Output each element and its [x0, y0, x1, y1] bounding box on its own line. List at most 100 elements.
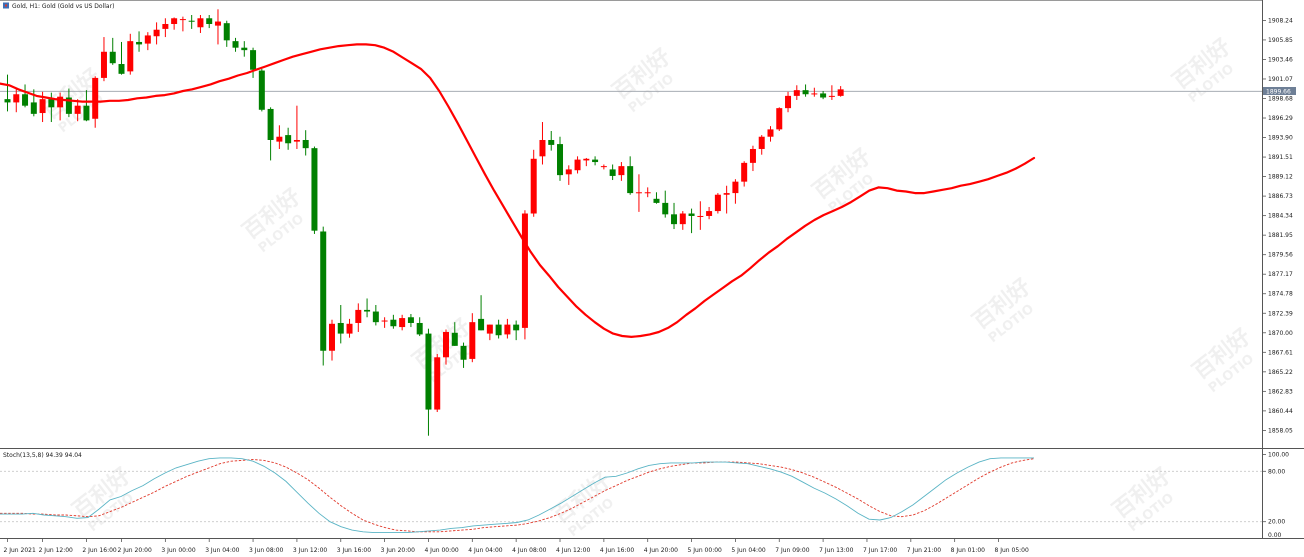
- candle-bearish: [460, 342, 467, 368]
- candle-body: [57, 96, 64, 108]
- candle-bullish: [530, 149, 537, 217]
- candle-bearish: [302, 130, 309, 156]
- candle-bullish: [153, 22, 160, 45]
- candle-body: [521, 213, 528, 328]
- time-tick-label: 7 Jun 09:00: [775, 547, 809, 554]
- candle-bearish: [627, 156, 634, 195]
- candle-body: [118, 64, 125, 74]
- candle-bullish: [434, 354, 441, 413]
- main-price-chart[interactable]: 百利好PLOTIO百利好PLOTIO百利好PLOTIO百利好PLOTIO百利好P…: [0, 0, 1304, 449]
- candle-bullish: [635, 174, 642, 212]
- candle-body: [723, 193, 730, 195]
- price-tick-label: 1908.24: [1268, 17, 1293, 24]
- candle-body: [451, 332, 458, 346]
- candle-body: [679, 213, 686, 225]
- price-tick-label: 1858.05: [1268, 427, 1293, 434]
- candle-body: [293, 139, 300, 142]
- stoch-tick-label: 0.00: [1268, 532, 1282, 539]
- candle-body: [574, 159, 581, 171]
- candle-bearish: [609, 164, 616, 181]
- price-tick-label: 1889.12: [1268, 174, 1293, 181]
- candle-body: [311, 148, 318, 231]
- candle-body: [92, 77, 99, 119]
- candle-body: [372, 311, 379, 323]
- price-tick-label: 1874.78: [1268, 291, 1293, 298]
- candle-body: [785, 95, 792, 109]
- price-tick-label: 1865.22: [1268, 369, 1293, 376]
- candle-bearish: [662, 190, 669, 218]
- candle-body: [486, 324, 493, 334]
- candle-bearish: [416, 317, 423, 337]
- candle-bullish: [486, 324, 493, 341]
- candle-body: [416, 322, 423, 335]
- candle-body: [776, 108, 783, 130]
- candle-body: [714, 194, 721, 212]
- candle-bullish: [828, 85, 835, 100]
- candle-bullish: [706, 206, 713, 220]
- candle-bearish: [478, 295, 485, 331]
- candle-body: [109, 51, 116, 64]
- candle-body: [811, 93, 818, 95]
- stoch-tick-label: 100.00: [1268, 452, 1289, 459]
- candle-bearish: [320, 226, 327, 366]
- time-tick-label: 2 Jun 2021: [4, 547, 36, 554]
- time-tick-label: 4 Jun 04:00: [468, 547, 502, 554]
- price-tick-label: 1860.44: [1268, 408, 1293, 415]
- candle-bearish: [250, 47, 257, 78]
- candle-bullish: [469, 313, 476, 363]
- price-badge: 1899.66: [1263, 87, 1296, 96]
- candle-bullish: [714, 193, 721, 214]
- candle-bearish: [653, 192, 660, 204]
- candle-bullish: [443, 329, 449, 365]
- candle-bearish: [258, 68, 265, 112]
- candle-body: [627, 166, 634, 194]
- time-axis-labels: 2 Jun 2021 2 Jun 12:00 2 Jun 16:00 2 Jun 20…: [4, 539, 1029, 554]
- price-tick-label: 1884.34: [1268, 213, 1293, 220]
- candle-bearish: [390, 314, 397, 329]
- candle-body: [592, 159, 599, 163]
- candle-bullish: [600, 164, 607, 170]
- candle-body: [144, 35, 151, 44]
- price-tick-label: 1903.46: [1268, 56, 1293, 63]
- moving-average-line: [0, 43, 1036, 338]
- time-tick-label: 7 Jun 21:00: [907, 547, 941, 554]
- candle-bullish: [837, 86, 844, 97]
- price-tick-label: 1898.68: [1268, 95, 1293, 102]
- candle-body: [513, 324, 520, 331]
- candle-body: [460, 345, 467, 360]
- candle-bullish: [13, 89, 20, 113]
- candle-bearish: [671, 202, 678, 230]
- price-axis: 1908.24 1905.85 1903.46 1901.07 1898.68 1896.…: [1262, 17, 1293, 434]
- time-tick-label: 3 Jun 16:00: [337, 547, 371, 554]
- candle-body: [355, 309, 362, 323]
- candle-body: [793, 90, 800, 96]
- time-tick-label: 7 Jun 17:00: [863, 547, 897, 554]
- candle-body: [381, 320, 388, 322]
- candle-bullish: [767, 126, 774, 142]
- candle-bullish: [618, 162, 625, 181]
- candle-body: [223, 23, 230, 41]
- candle-body: [644, 192, 651, 194]
- candle-body: [828, 95, 835, 97]
- candle-body: [276, 136, 283, 142]
- candle-bullish: [776, 107, 783, 132]
- candle-body: [495, 324, 502, 336]
- candle-body: [820, 93, 827, 98]
- candle-body: [13, 94, 20, 103]
- time-tick-label: 2 Jun 20:00: [118, 547, 152, 554]
- time-tick-label: 8 Jun 01:00: [951, 547, 985, 554]
- candle-bullish: [293, 105, 300, 149]
- candle-body: [83, 105, 90, 121]
- stoch-tick-label: 80.00: [1268, 468, 1285, 475]
- candle-body: [171, 18, 178, 24]
- candle-bullish: [179, 16, 186, 32]
- candle-bearish: [65, 88, 72, 118]
- candle-bearish: [4, 74, 11, 112]
- candle-bullish: [749, 145, 756, 172]
- candle-bearish: [22, 84, 29, 108]
- candle-body: [425, 333, 432, 410]
- time-tick-label: 5 Jun 04:00: [731, 547, 765, 554]
- candle-body: [232, 41, 239, 48]
